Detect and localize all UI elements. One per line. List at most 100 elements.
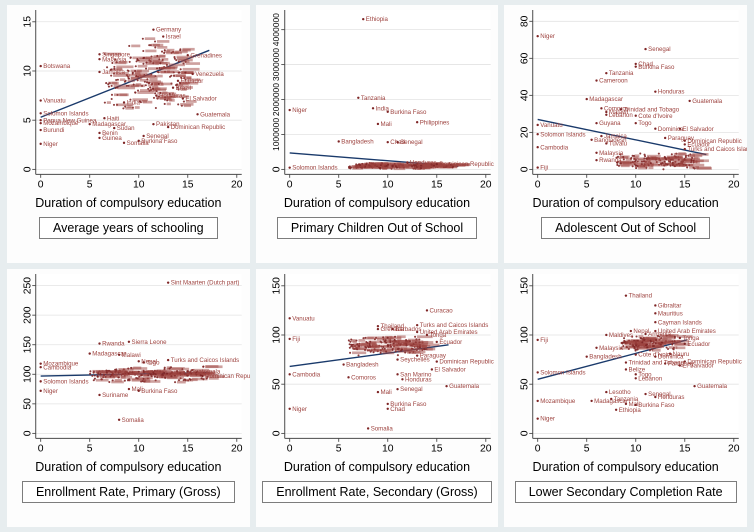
chart-subtitle: Adolescent Out of School (541, 216, 711, 239)
svg-text:Malaysia: Malaysia (599, 150, 624, 157)
panel-average-years-of-schooling: 0 5 10 15 0 5 10 15 20 Botswana Vanuatu Solomon Isl… (7, 5, 250, 263)
svg-text:Seychelles: Seychelles (400, 357, 430, 364)
svg-text:Honduras: Honduras (658, 89, 685, 96)
x-axis-label: Duration of compulsory education (532, 196, 719, 211)
svg-text:Dominican Republic: Dominican Republic (171, 124, 225, 131)
svg-text:Tanzania: Tanzania (361, 95, 386, 102)
svg-text:India: India (127, 100, 141, 107)
svg-text:Malawi: Malawi (609, 109, 628, 116)
svg-text:Solomon Islands: Solomon Islands (541, 131, 586, 138)
svg-text:Ecuador: Ecuador (181, 78, 204, 85)
svg-text:15: 15 (679, 180, 691, 191)
svg-text:Armenia: Armenia (648, 331, 671, 338)
svg-text:100: 100 (520, 326, 531, 344)
svg-text:Niger: Niger (541, 33, 556, 40)
svg-text:Mali: Mali (380, 389, 391, 396)
svg-text:Paraguay: Paraguay (668, 135, 695, 142)
svg-text:Nauru: Nauru (673, 351, 690, 358)
svg-text:20: 20 (520, 126, 531, 138)
svg-text:20: 20 (480, 444, 492, 455)
svg-text:10: 10 (133, 444, 145, 455)
scatter-chart: 0 20 40 60 80 0 5 10 15 20 Niger Senegal ChadBurkina… (520, 9, 747, 191)
svg-text:Mali: Mali (380, 121, 391, 128)
svg-text:El Salvador: El Salvador (185, 96, 216, 103)
x-axis-label: Duration of compulsory education (35, 196, 222, 211)
svg-text:0: 0 (38, 180, 44, 191)
scatter-chart: 0 5 10 15 0 5 10 15 20 Botswana Vanuatu Solomon Isl… (23, 9, 243, 191)
svg-text:Guyana: Guyana (599, 120, 621, 127)
svg-text:10: 10 (382, 444, 394, 455)
svg-text:Solomon Islands: Solomon Islands (43, 110, 88, 117)
svg-text:Vanuatu: Vanuatu (292, 315, 314, 322)
svg-text:20: 20 (231, 444, 243, 455)
svg-text:250: 250 (23, 277, 34, 295)
svg-text:Senegal: Senegal (400, 386, 422, 393)
svg-text:Gibraltar: Gibraltar (658, 303, 682, 310)
svg-text:60: 60 (520, 52, 531, 64)
svg-text:Turks and Caicos Islands: Turks and Caicos Islands (419, 322, 488, 329)
svg-text:Tuvalu: Tuvalu (609, 141, 627, 148)
svg-text:2000000: 2000000 (271, 83, 281, 116)
svg-text:Dominican Republic: Dominican Republic (688, 138, 742, 145)
svg-text:Dominican Republic: Dominican Republic (205, 373, 250, 380)
svg-text:Sint Maarten (Dutch part): Sint Maarten (Dutch part) (171, 280, 240, 287)
svg-text:0: 0 (535, 444, 541, 455)
svg-text:Tanzania: Tanzania (614, 396, 639, 403)
svg-text:0: 0 (23, 166, 34, 172)
svg-text:1000000: 1000000 (271, 118, 281, 151)
svg-text:Mozambique: Mozambique (43, 361, 79, 368)
chart-subtitle: Average years of schooling (39, 216, 218, 239)
svg-text:Cote d'Ivoire: Cote d'Ivoire (639, 113, 674, 120)
svg-text:Ecuador: Ecuador (688, 142, 711, 149)
svg-text:Philippines: Philippines (419, 119, 449, 126)
svg-text:50: 50 (23, 398, 34, 410)
svg-text:Trinidad and Tobago: Trinidad and Tobago (624, 106, 680, 113)
svg-text:Mauritius: Mauritius (658, 310, 683, 317)
svg-text:Ethiopia: Ethiopia (365, 16, 388, 23)
svg-text:20: 20 (728, 180, 740, 191)
svg-text:0: 0 (286, 444, 292, 455)
svg-text:150: 150 (23, 336, 34, 354)
svg-text:10: 10 (382, 180, 394, 191)
svg-text:Ecuador: Ecuador (439, 339, 462, 346)
svg-text:Israel: Israel (166, 34, 181, 41)
svg-text:100: 100 (23, 365, 34, 383)
svg-text:0: 0 (271, 166, 282, 172)
scatter-chart: 0 50 100 150 0 5 10 15 20 Thailand GibraltarMaurit… (520, 273, 742, 455)
svg-text:Maldives: Maldives (609, 332, 633, 339)
svg-text:Nepal: Nepal (141, 358, 157, 365)
svg-text:Senegal: Senegal (400, 139, 422, 146)
svg-text:Tonga: Tonga (683, 335, 700, 342)
panel-enrollment-rate-secondary: 0 50 100 150 0 5 10 15 20 Curacao Vanuatu Thailand T… (255, 269, 499, 527)
svg-text:Rwanda: Rwanda (599, 157, 622, 164)
svg-text:Cambodia: Cambodia (43, 364, 72, 371)
svg-text:15: 15 (182, 444, 194, 455)
svg-text:Somalia: Somalia (127, 140, 150, 147)
svg-text:50: 50 (271, 378, 282, 390)
svg-text:Lesotho: Lesotho (609, 389, 631, 396)
svg-text:Guatemala: Guatemala (190, 368, 221, 375)
svg-text:Fiji: Fiji (541, 337, 549, 344)
svg-text:Malaysia: Malaysia (102, 56, 127, 63)
svg-text:Mozambique: Mozambique (541, 398, 577, 405)
x-axis-label: Duration of compulsory education (35, 460, 222, 475)
svg-text:Madagascar: Madagascar (595, 398, 629, 405)
svg-text:United Arab Emirates: United Arab Emirates (658, 328, 716, 335)
svg-text:Burundi: Burundi (43, 127, 64, 134)
svg-text:Mali: Mali (629, 401, 640, 408)
svg-text:Dominica: Dominica (658, 354, 684, 361)
chart-subtitle: Enrollment Rate, Secondary (Gross) (262, 480, 492, 503)
svg-text:Solomon Islands: Solomon Islands (541, 369, 586, 376)
svg-text:Senegal: Senegal (648, 391, 670, 398)
svg-text:150: 150 (271, 277, 282, 295)
svg-text:Fiji: Fiji (292, 336, 300, 343)
svg-text:5: 5 (584, 444, 590, 455)
svg-text:80: 80 (520, 15, 531, 27)
panel-adolescent-out-of-school: 0 20 40 60 80 0 5 10 15 20 Niger Senegal Chad Burkina… (504, 5, 747, 263)
svg-text:Niger: Niger (292, 107, 307, 114)
svg-text:Turks and Caicos Islands: Turks and Caicos Islands (171, 357, 240, 364)
svg-text:3000000: 3000000 (271, 48, 281, 81)
svg-text:Togo: Togo (639, 371, 653, 378)
scatter-chart: 0 50 100 150 0 5 10 15 20 Curacao Vanuatu Thailand T… (271, 273, 493, 455)
